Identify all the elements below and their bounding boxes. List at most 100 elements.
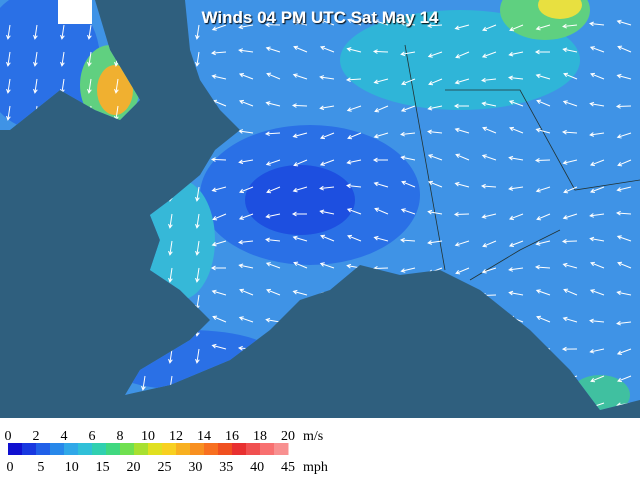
wind-arrow [87, 51, 92, 67]
wind-arrow [212, 213, 227, 221]
wind-arrow [319, 75, 335, 80]
mph-label: 45 [281, 460, 295, 475]
wind-arrow [508, 213, 524, 221]
wind-arrow [616, 235, 632, 242]
wind-arrow [346, 47, 362, 53]
wind-arrow [195, 240, 200, 256]
wind-arrow [482, 126, 497, 134]
wind-arrow [141, 375, 146, 391]
wind-arrow [427, 105, 443, 111]
wind-arrow [265, 46, 281, 53]
wind-arrow [562, 159, 578, 165]
wind-arrow [238, 316, 254, 323]
wind-arrow [615, 104, 632, 109]
wind-arrow [509, 24, 524, 32]
ms-label: 18 [253, 429, 267, 444]
wind-arrow [292, 186, 308, 193]
wind-arrow [561, 238, 578, 244]
color-swatch [218, 443, 233, 455]
wind-arrow [561, 346, 578, 352]
wind-arrow [292, 289, 308, 296]
wind-arrow [535, 24, 551, 31]
wind-arrow [561, 129, 578, 135]
mph-label: 20 [127, 460, 141, 475]
color-swatch [260, 443, 275, 455]
wind-arrow [562, 23, 578, 29]
wind-arrow [508, 290, 524, 296]
wind-arrow [373, 78, 389, 85]
wind-arrow [455, 267, 470, 275]
wind-arrow [562, 316, 578, 323]
wind-arrow [427, 154, 443, 161]
wind-arrow [454, 240, 470, 247]
wind-arrow [534, 49, 551, 55]
wind-arrow [33, 24, 38, 40]
wind-arrow [562, 100, 578, 107]
map: Winds 04 PM UTC Sat May 14 [0, 0, 640, 418]
color-swatch [190, 443, 205, 455]
wind-arrow [292, 132, 308, 139]
wind-arrow [238, 129, 254, 134]
wind-arrow [211, 24, 227, 31]
wind-arrow [589, 132, 605, 137]
wind-arrow [428, 180, 443, 188]
mph-label: 10 [65, 460, 79, 475]
color-swatch [64, 443, 79, 455]
wind-arrow [33, 51, 38, 67]
wind-arrow [589, 289, 605, 296]
wind-arrow [238, 159, 254, 165]
wind-arrow [293, 45, 308, 53]
wind-arrow [589, 186, 605, 194]
ms-label: 4 [61, 429, 68, 444]
color-swatch [36, 443, 51, 455]
wind-arrow [508, 267, 524, 272]
wind-arrow [589, 101, 605, 107]
wind-arrow [400, 208, 416, 215]
wind-arrow [319, 45, 335, 53]
color-swatch [8, 443, 23, 455]
wind-arrow [535, 264, 551, 270]
wind-arrow [617, 375, 632, 383]
wind-arrow [616, 132, 632, 139]
wind-arrow [562, 213, 578, 220]
wind-arrow [211, 240, 227, 247]
wind-arrow [292, 73, 308, 80]
ms-label: 6 [89, 429, 96, 444]
wind-arrow [616, 19, 632, 26]
wind-arrow [320, 132, 335, 140]
wind-arrow [266, 186, 281, 194]
wind-arrow [168, 213, 173, 229]
wind-arrow [319, 105, 335, 111]
wind-arrow [238, 263, 254, 269]
wind-arrow [373, 181, 389, 188]
wind-arrow [536, 315, 551, 323]
mph-label: 40 [250, 460, 264, 475]
wind-arrow [168, 348, 173, 364]
wind-arrow [590, 72, 605, 80]
wind-arrow [427, 240, 443, 245]
wind-arrow [454, 127, 470, 134]
wind-arrow [616, 348, 632, 355]
wind-arrow [238, 72, 254, 80]
map-title: Winds 04 PM UTC Sat May 14 [202, 8, 440, 27]
wind-arrow [536, 213, 551, 221]
wind-arrow [616, 73, 632, 80]
wind-arrow [195, 267, 200, 283]
wind-arrow [238, 48, 254, 53]
wind-arrow [319, 18, 335, 26]
color-swatch [162, 443, 177, 455]
wind-arrow [508, 100, 524, 107]
ms-label: 10 [141, 429, 155, 444]
wind-arrow [400, 131, 416, 137]
mph-label: 0 [7, 460, 14, 475]
color-swatch [22, 443, 37, 455]
wind-arrow [372, 157, 389, 163]
wind-arrow [426, 23, 443, 29]
wind-arrow [536, 99, 551, 107]
wind-arrow [291, 211, 308, 217]
wind-arrow [400, 105, 416, 112]
wind-arrow [212, 315, 227, 323]
wind-arrow [372, 49, 389, 54]
wind-arrow [33, 78, 38, 94]
color-swatch [134, 443, 149, 455]
